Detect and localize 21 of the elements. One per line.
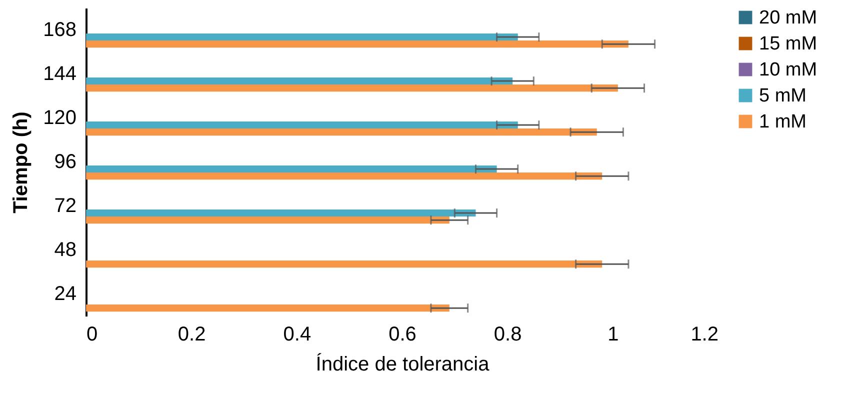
x-tick-label: 0.4 [283,324,312,346]
x-tick-label: 1.2 [690,324,718,346]
y-tick-label: 144 [43,63,76,85]
x-tick-label: 0.2 [178,324,206,346]
y-tick-label: 72 [54,195,76,217]
y-axis-title: Tiempo (h) [10,112,32,214]
x-tick-label: 0.6 [388,324,416,346]
x-tick-label: 1 [608,324,619,346]
y-tick-label: 120 [43,107,76,129]
legend-label: 10 mM [759,60,818,80]
legend-label: 20 mM [759,8,818,28]
y-tick-label: 48 [54,239,76,261]
x-tick-label: 0.8 [494,324,522,346]
legend-label: 1 mM [759,112,806,132]
legend-label: 5 mM [759,86,806,106]
y-tick-label: 168 [43,19,76,41]
x-axis-title: Índice de tolerancia [316,352,490,376]
y-tick-label: 96 [54,151,76,173]
legend-label: 15 mM [759,34,818,54]
x-tick-label: 0 [86,324,98,346]
y-tick-label: 24 [54,283,76,305]
